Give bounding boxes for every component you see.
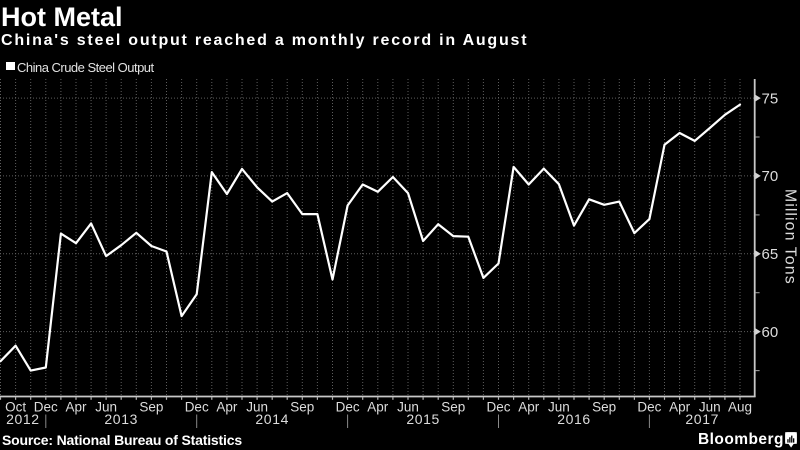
svg-text:Aug: Aug — [728, 400, 752, 415]
svg-text:Dec: Dec — [486, 400, 510, 415]
svg-text:75: 75 — [762, 90, 779, 107]
svg-text:Apr: Apr — [518, 400, 540, 415]
svg-text:2012: 2012 — [6, 411, 40, 427]
svg-text:65: 65 — [762, 246, 779, 263]
svg-text:Dec: Dec — [34, 400, 58, 415]
svg-text:Jun: Jun — [699, 400, 721, 415]
svg-text:2017: 2017 — [685, 411, 719, 427]
svg-text:2015: 2015 — [406, 411, 440, 427]
svg-text:Oct: Oct — [5, 400, 26, 415]
svg-text:Sep: Sep — [139, 400, 163, 415]
svg-text:2016: 2016 — [557, 411, 591, 427]
svg-text:Dec: Dec — [336, 400, 360, 415]
svg-text:Jun: Jun — [397, 400, 419, 415]
svg-text:Apr: Apr — [367, 400, 389, 415]
svg-text:2013: 2013 — [104, 411, 138, 427]
svg-text:Sep: Sep — [441, 400, 465, 415]
svg-text:Jun: Jun — [246, 400, 268, 415]
svg-text:Dec: Dec — [185, 400, 209, 415]
svg-text:Jun: Jun — [548, 400, 570, 415]
svg-text:Sep: Sep — [592, 400, 616, 415]
svg-text:Apr: Apr — [216, 400, 238, 415]
svg-text:Dec: Dec — [637, 400, 661, 415]
svg-text:Jun: Jun — [95, 400, 117, 415]
svg-text:Million Tons: Million Tons — [782, 189, 799, 285]
svg-text:60: 60 — [762, 324, 779, 341]
svg-text:Apr: Apr — [669, 400, 691, 415]
svg-text:2014: 2014 — [255, 411, 289, 427]
svg-text:Apr: Apr — [65, 400, 87, 415]
svg-text:Sep: Sep — [290, 400, 314, 415]
svg-text:70: 70 — [762, 168, 779, 185]
